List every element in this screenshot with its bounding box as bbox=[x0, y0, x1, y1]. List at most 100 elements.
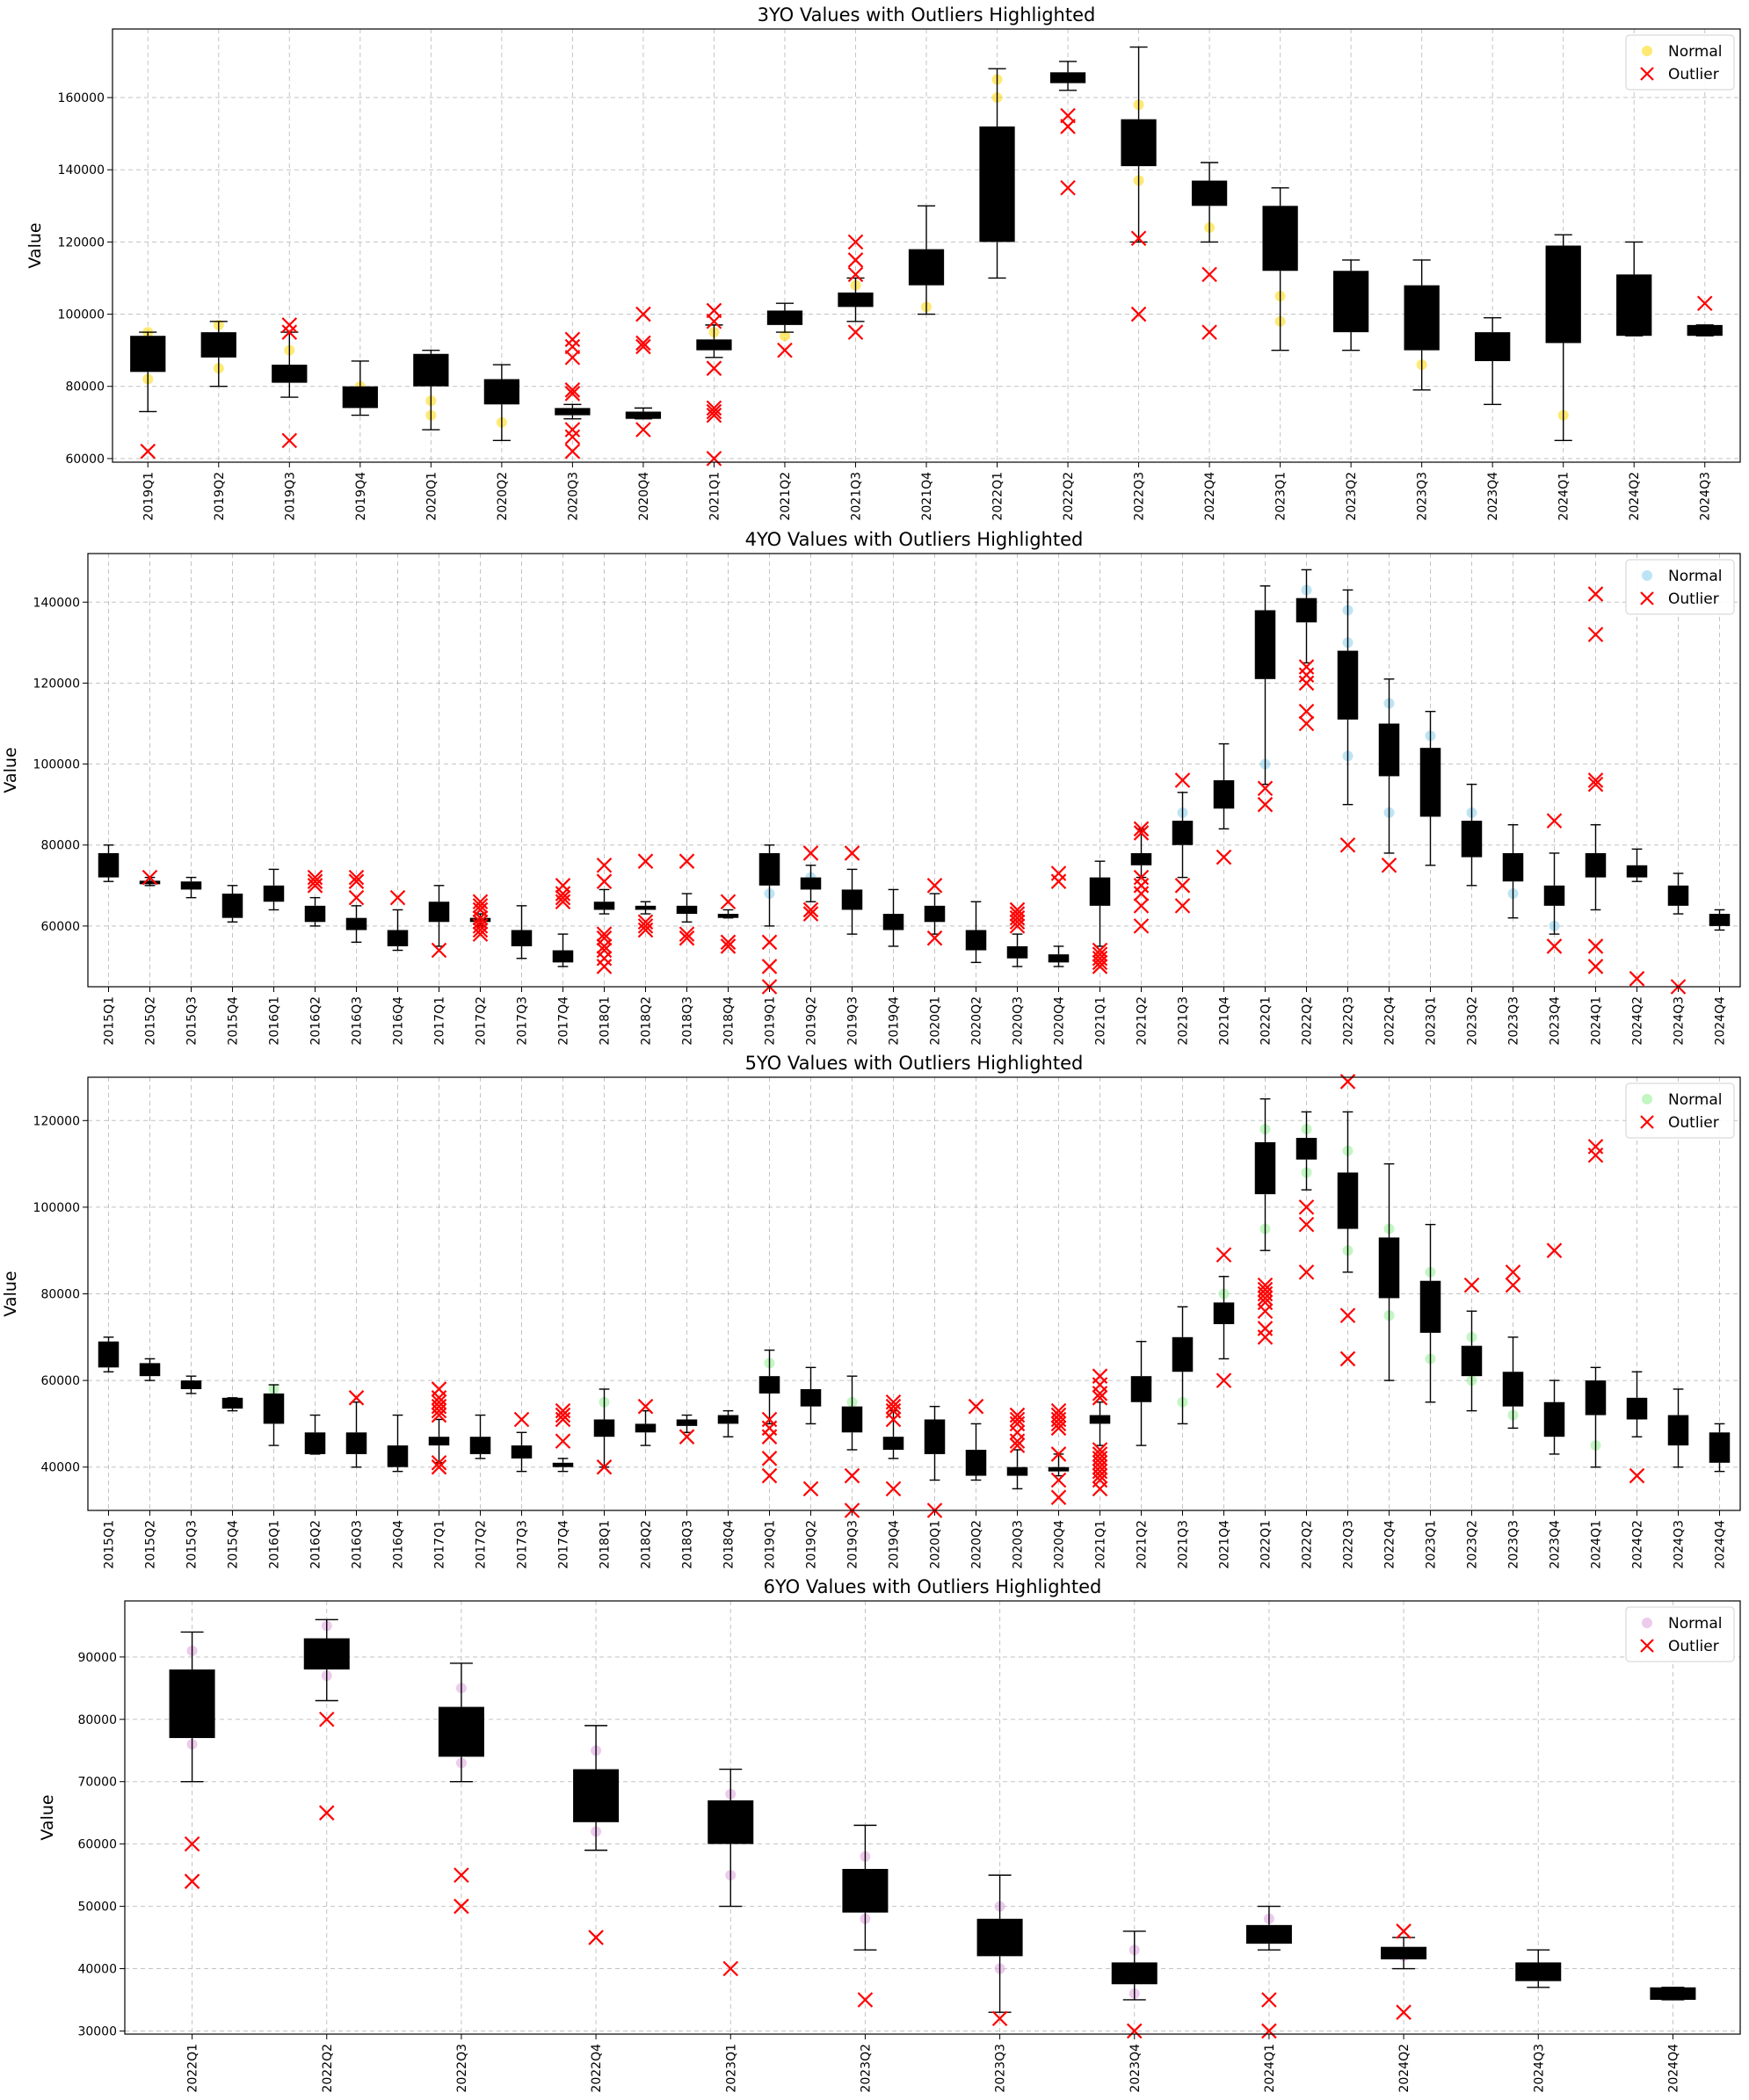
x-tick-label: 2024Q3 bbox=[1699, 472, 1713, 521]
iqr-box bbox=[593, 1419, 615, 1437]
x-tick-label: 2017Q2 bbox=[475, 996, 489, 1046]
box-2020Q4 bbox=[1048, 1453, 1070, 1477]
iqr-box bbox=[1616, 274, 1652, 337]
box-2018Q3 bbox=[676, 1414, 698, 1433]
outlier-stroke bbox=[857, 1992, 874, 2008]
iqr-box bbox=[263, 1393, 285, 1424]
outlier-stroke bbox=[1216, 1372, 1232, 1388]
box-2023Q4 bbox=[1111, 1930, 1158, 2001]
outlier-stroke bbox=[1696, 295, 1713, 312]
outlier-marker bbox=[1092, 942, 1108, 959]
legend-frame bbox=[1625, 1083, 1735, 1139]
outlier-stroke bbox=[637, 914, 654, 931]
box-2019Q1 bbox=[758, 844, 780, 927]
iqr-box bbox=[552, 950, 574, 963]
box-2023Q2 bbox=[842, 1824, 889, 1951]
box-2020Q3 bbox=[555, 403, 591, 420]
outlier-marker bbox=[1050, 865, 1067, 881]
box-2016Q4 bbox=[387, 1414, 409, 1473]
box-2023Q4 bbox=[1543, 1379, 1565, 1455]
box-2022Q4 bbox=[573, 1725, 620, 1851]
x-tick-label: 2015Q1 bbox=[103, 1520, 117, 1569]
iqr-box bbox=[428, 902, 450, 923]
outlier-stroke bbox=[596, 857, 613, 873]
box-2020Q2 bbox=[965, 901, 987, 964]
outlier-stroke bbox=[635, 335, 651, 351]
box-2020Q3 bbox=[1006, 933, 1028, 967]
box-2019Q4 bbox=[342, 360, 378, 416]
outlier-marker bbox=[637, 1398, 654, 1415]
box-2023Q3 bbox=[976, 1874, 1023, 2013]
box-2024Q2 bbox=[1626, 1371, 1648, 1437]
box-2024Q3 bbox=[1667, 873, 1689, 915]
box-2023Q1 bbox=[1419, 1223, 1441, 1403]
legend-frame bbox=[1625, 559, 1735, 615]
outlier-marker bbox=[596, 942, 613, 959]
iqr-box bbox=[511, 930, 533, 946]
box-2024Q4 bbox=[1650, 1987, 1696, 2001]
box-2022Q2 bbox=[1295, 568, 1317, 664]
outlier-stroke bbox=[348, 869, 365, 886]
box-2019Q3 bbox=[272, 331, 308, 398]
outlier-marker bbox=[307, 869, 323, 886]
box-2015Q4 bbox=[221, 1397, 243, 1412]
legend: Normal Outlier bbox=[1625, 559, 1735, 615]
x-tick-label: 2018Q1 bbox=[599, 1520, 613, 1569]
x-tick-label: 2023Q4 bbox=[1549, 1520, 1563, 1569]
outlier-stroke bbox=[184, 1873, 200, 1889]
box-2020Q1 bbox=[924, 893, 946, 935]
outlier-stroke bbox=[555, 1407, 571, 1423]
x-tick-label: 2020Q2 bbox=[970, 1520, 984, 1569]
outlier-stroke bbox=[184, 1836, 200, 1852]
box-2022Q3 bbox=[1337, 1111, 1359, 1273]
iqr-box bbox=[1709, 1432, 1731, 1463]
iqr-box bbox=[717, 914, 739, 918]
outlier-marker bbox=[1092, 1442, 1108, 1458]
outlier-marker bbox=[555, 1407, 571, 1423]
x-tick-label: 2024Q4 bbox=[1714, 996, 1728, 1046]
x-tick-label: 2019Q2 bbox=[805, 1520, 819, 1569]
box-2021Q1 bbox=[696, 324, 732, 358]
outlier-marker bbox=[564, 331, 581, 348]
iqr-box bbox=[1337, 650, 1359, 720]
legend-normal-swatch bbox=[1642, 1618, 1652, 1628]
plot-frame bbox=[87, 1076, 1741, 1511]
outlier-marker bbox=[635, 306, 651, 322]
x-tick-label: 2023Q2 bbox=[1466, 1520, 1480, 1569]
outlier-marker bbox=[802, 906, 819, 922]
outlier-stroke bbox=[281, 317, 298, 333]
outlier-marker bbox=[885, 1398, 902, 1415]
iqr-box bbox=[676, 905, 698, 915]
outlier-stroke bbox=[564, 386, 581, 402]
iqr-box bbox=[345, 1432, 367, 1454]
x-tick-label: 2021Q1 bbox=[1094, 1520, 1108, 1569]
x-tick-label: 2021Q3 bbox=[1177, 1520, 1191, 1569]
x-tick-label: 2019Q4 bbox=[888, 1520, 902, 1569]
outlier-stroke bbox=[1092, 1442, 1108, 1458]
outlier-stroke bbox=[1298, 659, 1315, 675]
outlier-marker bbox=[1174, 772, 1191, 788]
outlier-marker bbox=[1257, 1321, 1274, 1336]
box-2020Q2 bbox=[483, 364, 519, 442]
box-2022Q4 bbox=[1378, 1162, 1400, 1381]
iqr-box bbox=[1709, 914, 1731, 926]
outlier-stroke bbox=[318, 1805, 335, 1821]
iqr-box bbox=[908, 249, 945, 286]
box-2015Q2 bbox=[139, 1358, 161, 1381]
outlier-stroke bbox=[885, 1481, 902, 1497]
outlier-marker bbox=[1060, 119, 1076, 134]
outlier-marker bbox=[720, 938, 737, 954]
outlier-marker bbox=[1587, 1139, 1604, 1155]
outlier-stroke bbox=[968, 1398, 984, 1415]
iqr-box bbox=[1404, 285, 1440, 351]
outlier-stroke bbox=[1587, 959, 1604, 974]
outlier-marker bbox=[1546, 813, 1563, 829]
x-tick-label: 2015Q2 bbox=[144, 996, 158, 1046]
chart-panel-3: 5YO Values with Outliers Highlighted Valu… bbox=[1, 1053, 1741, 1569]
x-tick-label: 2017Q4 bbox=[557, 996, 571, 1046]
outlier-stroke bbox=[1201, 266, 1217, 283]
outlier-marker bbox=[431, 1381, 447, 1397]
outlier-stroke bbox=[802, 1481, 819, 1497]
outlier-marker bbox=[431, 942, 447, 959]
x-tick-label: 2023Q4 bbox=[1486, 472, 1500, 521]
